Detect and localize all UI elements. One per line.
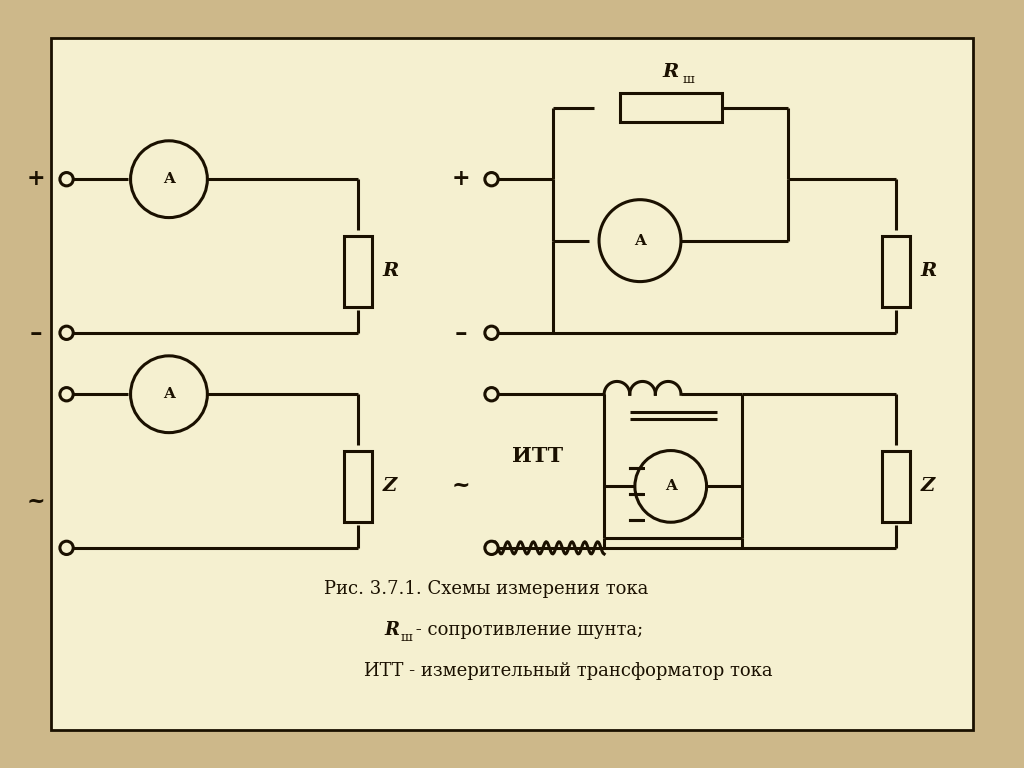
Circle shape [485, 388, 498, 401]
Text: - сопротивление шунта;: - сопротивление шунта; [410, 621, 643, 639]
Text: A: A [665, 479, 677, 493]
Text: ~: ~ [452, 475, 470, 498]
Text: Z: Z [383, 478, 397, 495]
Text: R: R [383, 263, 399, 280]
Text: R: R [663, 63, 679, 81]
Text: Z: Z [921, 478, 935, 495]
Text: ш: ш [400, 631, 412, 644]
Circle shape [59, 326, 74, 339]
Text: ~: ~ [27, 491, 45, 513]
Circle shape [635, 451, 707, 522]
Circle shape [485, 541, 498, 554]
Text: A: A [634, 233, 646, 247]
Circle shape [59, 541, 74, 554]
Text: +: + [27, 168, 45, 190]
Text: ш: ш [683, 73, 694, 86]
Text: R: R [384, 621, 399, 639]
Circle shape [59, 388, 74, 401]
Bar [344, 451, 373, 522]
Text: A: A [163, 172, 175, 186]
Text: A: A [163, 387, 175, 401]
Bar [620, 94, 722, 121]
Text: +: + [452, 168, 470, 190]
Circle shape [131, 141, 207, 217]
Circle shape [131, 356, 207, 432]
Text: ИТТ: ИТТ [512, 445, 563, 465]
Circle shape [485, 173, 498, 186]
Text: R: R [921, 263, 937, 280]
Circle shape [599, 200, 681, 282]
Circle shape [485, 326, 498, 339]
Bar [882, 451, 910, 522]
Bar [882, 236, 910, 307]
Text: –: – [455, 321, 467, 345]
Text: Рис. 3.7.1. Схемы измерения тока: Рис. 3.7.1. Схемы измерения тока [325, 580, 648, 598]
Text: –: – [30, 321, 42, 345]
Text: ИТТ - измерительный трансформатор тока: ИТТ - измерительный трансформатор тока [364, 662, 772, 680]
Bar [344, 236, 373, 307]
Circle shape [59, 173, 74, 186]
